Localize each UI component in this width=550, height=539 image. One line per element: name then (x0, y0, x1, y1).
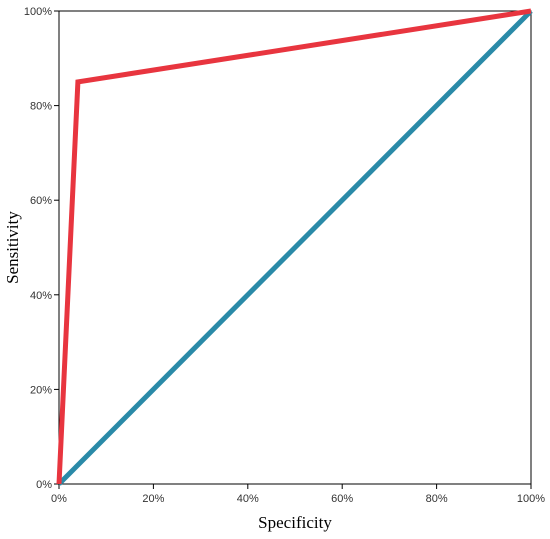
y-tick-label: 0% (36, 479, 52, 491)
y-tick-label: 60% (30, 195, 52, 207)
roc-curve-line (56, 8, 532, 485)
y-axis-title: Sensitivity (3, 211, 22, 284)
x-tick-label: 100% (517, 493, 545, 505)
reference-diagonal-line (57, 9, 533, 486)
x-tick-label: 80% (426, 493, 448, 505)
y-axis-ticks: 0% 20% 40% 60% 80% 100% (24, 6, 59, 491)
y-tick-label: 20% (30, 384, 52, 396)
x-tick-label: 20% (142, 493, 164, 505)
y-tick-label: 80% (30, 101, 52, 113)
y-tick-label: 100% (24, 6, 52, 18)
x-axis-ticks: 0% 20% 40% 60% 80% 100% (51, 484, 545, 505)
plot-area-frame (58, 10, 532, 485)
x-tick-label: 40% (237, 493, 259, 505)
x-axis-title: Specificity (258, 513, 332, 532)
x-tick-label: 0% (51, 493, 67, 505)
series-layer (56, 8, 533, 486)
y-tick-label: 40% (30, 290, 52, 302)
x-tick-label: 60% (331, 493, 353, 505)
